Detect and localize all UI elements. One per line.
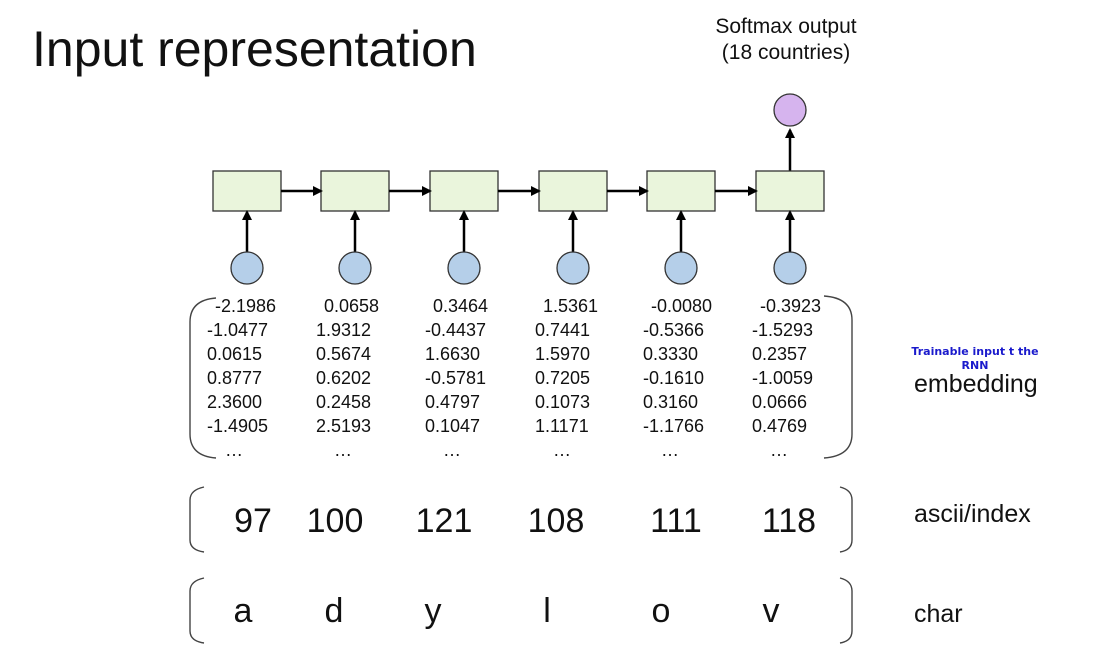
embedding-value: -0.5781 (425, 368, 486, 388)
ascii-value: 118 (762, 502, 816, 540)
rnn-cell (429, 170, 499, 212)
embedding-value: 0.6202 (316, 368, 371, 388)
embedding-input-node (556, 251, 590, 285)
embedding-value: 1.5970 (535, 344, 590, 364)
embedding-value: 0.5674 (316, 344, 371, 364)
char-left-bracket (189, 577, 205, 644)
ascii-value: 111 (650, 502, 702, 540)
ascii-value: 121 (416, 502, 473, 540)
embedding-ellipsis: … (225, 440, 243, 460)
rnn-cell (538, 170, 608, 212)
embedding-value: 2.3600 (207, 392, 262, 412)
char-value: o (652, 592, 671, 630)
embedding-matrix: -2.1986 -1.0477 0.0615 0.8777 2.3600 -1.4905 …… (207, 296, 821, 460)
embedding-value: 1.1171 (535, 416, 589, 436)
embedding-value: -1.1766 (643, 416, 704, 436)
embedding-value: 0.7205 (535, 368, 590, 388)
softmax-sublabel: (18 countries) (722, 41, 850, 64)
embedding-right-bracket (823, 295, 853, 459)
ascii-index-row: 97 100 121 108 111 118 (234, 502, 816, 540)
embedding-left-bracket (189, 297, 217, 459)
embedding-input-node (338, 251, 372, 285)
embedding-value: -2.1986 (215, 296, 276, 316)
embedding-value: 0.2357 (752, 344, 807, 364)
embedding-value: 0.8777 (207, 368, 262, 388)
embedding-value: 0.1047 (425, 416, 480, 436)
ascii-value: 100 (307, 502, 364, 540)
embedding-ellipsis: … (443, 440, 461, 460)
embedding-value: -0.5366 (643, 320, 704, 340)
char-value: l (543, 592, 551, 630)
trainable-annotation-line2: RNN (962, 359, 989, 372)
embedding-value: 0.4797 (425, 392, 480, 412)
softmax-label: Softmax output (715, 15, 856, 38)
page-title: Input representation (32, 21, 477, 77)
embedding-value: 0.2458 (316, 392, 371, 412)
embedding-value: 0.0615 (207, 344, 262, 364)
char-value: y (425, 592, 442, 630)
embedding-value: 1.5361 (543, 296, 598, 316)
embedding-label: embedding (914, 370, 1038, 398)
ascii-label: ascii/index (914, 500, 1031, 528)
embedding-value: 0.0666 (752, 392, 807, 412)
embedding-value: 0.4769 (752, 416, 807, 436)
char-value: a (234, 592, 253, 630)
embedding-value: -1.4905 (207, 416, 268, 436)
embedding-ellipsis: … (334, 440, 352, 460)
char-label: char (914, 600, 963, 628)
ascii-value: 97 (234, 502, 272, 540)
embedding-value: -1.0477 (207, 320, 268, 340)
rnn-cell (646, 170, 716, 212)
char-value: v (763, 592, 780, 630)
embedding-value: 0.3464 (433, 296, 488, 316)
embedding-value: 0.7441 (535, 320, 590, 340)
embedding-value: -1.5293 (752, 320, 813, 340)
ascii-left-bracket (189, 486, 205, 553)
embedding-value: -0.4437 (425, 320, 486, 340)
embedding-input-node (664, 251, 698, 285)
embedding-input-node (230, 251, 264, 285)
trainable-annotation-line1: Trainable input t the (911, 345, 1038, 358)
embedding-input-node (773, 251, 807, 285)
rnn-cell (212, 170, 282, 212)
ascii-right-bracket (839, 486, 853, 553)
char-value: d (325, 592, 344, 630)
embedding-value: 2.5193 (316, 416, 371, 436)
rnn-cell (755, 170, 825, 212)
input-arrows (242, 210, 795, 252)
embedding-value: 0.0658 (324, 296, 379, 316)
embedding-ellipsis: … (770, 440, 788, 460)
embedding-value: 0.1073 (535, 392, 590, 412)
char-right-bracket (839, 577, 853, 644)
embedding-value: -0.3923 (760, 296, 821, 316)
embedding-value: 0.3330 (643, 344, 698, 364)
softmax-output-node (773, 93, 807, 127)
rnn-cell (320, 170, 390, 212)
embedding-input-node (447, 251, 481, 285)
embedding-value: -1.0059 (752, 368, 813, 388)
embedding-ellipsis: … (661, 440, 679, 460)
embedding-value: -0.0080 (651, 296, 712, 316)
embedding-value: 0.3160 (643, 392, 698, 412)
embedding-value: 1.6630 (425, 344, 480, 364)
embedding-ellipsis: … (553, 440, 571, 460)
ascii-value: 108 (528, 502, 585, 540)
embedding-value: -0.1610 (643, 368, 704, 388)
embedding-value: 1.9312 (316, 320, 371, 340)
embedding-input-nodes (230, 251, 807, 285)
